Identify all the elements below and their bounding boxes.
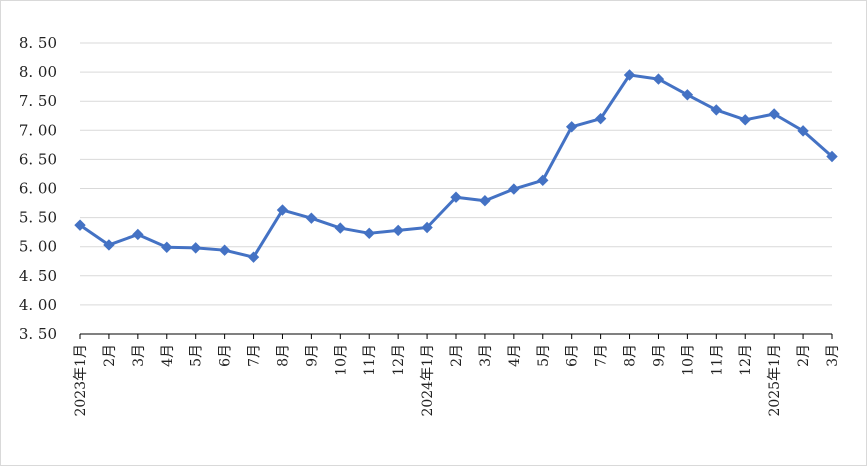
x-tick-label: 6月: [565, 344, 581, 367]
data-point: [508, 183, 520, 195]
x-tick-label: 12月: [738, 344, 754, 376]
x-tick-label: 7月: [594, 344, 610, 367]
grid-lines: [80, 42, 832, 306]
data-point: [103, 239, 115, 251]
series-line: [79, 73, 833, 259]
data-point: [363, 227, 375, 240]
data-point: [132, 228, 144, 241]
data-point: [479, 195, 491, 207]
x-tick-label: 7月: [247, 344, 263, 367]
x-tick-label: 8月: [623, 344, 639, 367]
y-tick-label: 4. 00: [19, 296, 57, 314]
data-point: [565, 121, 578, 133]
x-tick-label: 10月: [680, 344, 696, 376]
x-tick-label: 9月: [651, 344, 667, 367]
x-tick-label: 8月: [275, 344, 291, 367]
data-point: [623, 69, 636, 81]
x-tick-label: 11月: [362, 344, 378, 376]
x-tick-label: 3月: [825, 344, 841, 367]
data-point: [305, 212, 318, 224]
data-point: [537, 174, 549, 187]
data-point: [450, 191, 462, 203]
y-tick-label: 3. 50: [19, 325, 57, 343]
x-tick-label: 5月: [536, 344, 552, 367]
x-tick-label: 2025年1月: [767, 344, 783, 417]
x-tick-label: 3月: [478, 344, 494, 367]
y-tick-label: 6. 00: [19, 180, 57, 198]
x-tick-label: 2024年1月: [420, 344, 436, 417]
x-tick-label: 9月: [304, 344, 320, 367]
y-axis: 3. 50 4. 00 4. 50 5. 00 5. 50 6. 00 6. 50 7. 00…: [19, 34, 57, 343]
data-point: [161, 241, 173, 253]
x-tick-label: 4月: [160, 344, 176, 367]
y-tick-label: 5. 50: [19, 209, 57, 227]
y-tick-label: 6. 50: [19, 150, 57, 168]
x-tick-label: 6月: [218, 344, 234, 367]
x-tick-label: 12月: [391, 344, 407, 376]
data-point: [218, 244, 231, 256]
data-point: [421, 221, 433, 234]
y-tick-label: 8. 00: [19, 63, 57, 81]
x-tick-label: 4月: [507, 344, 523, 367]
x-tick-label: 3月: [131, 344, 147, 367]
y-tick-label: 4. 50: [19, 267, 57, 285]
data-point: [392, 224, 404, 237]
data-point: [334, 222, 347, 234]
data-point: [652, 73, 665, 85]
y-tick-label: 7. 00: [19, 121, 57, 139]
data-point: [74, 219, 86, 231]
series-line-group: [74, 69, 838, 263]
x-axis: 2023年1月 2月 3月 4月 5月 6月 7月 8月 9月 10月 11月 12月 2024年1月 2…: [73, 333, 841, 417]
data-point: [710, 104, 723, 116]
y-tick-label: 8. 50: [19, 34, 57, 52]
data-point: [826, 150, 838, 163]
data-point: [276, 204, 289, 216]
data-point: [739, 114, 751, 126]
x-tick-label: 2月: [796, 344, 812, 367]
data-point: [594, 112, 607, 125]
data-point: [797, 125, 809, 137]
y-tick-label: 5. 00: [19, 238, 57, 256]
x-tick-label: 11月: [709, 344, 725, 376]
data-point: [247, 251, 260, 263]
x-tick-label: 10月: [333, 344, 349, 376]
data-point: [768, 108, 780, 120]
data-point: [681, 89, 694, 101]
x-tick-label: 2023年1月: [73, 344, 89, 417]
data-point: [189, 242, 202, 254]
y-tick-label: 7. 50: [19, 92, 57, 110]
x-tick-label: 5月: [189, 344, 205, 367]
x-tick-label: 2月: [449, 344, 465, 367]
x-tick-label: 2月: [102, 344, 118, 367]
